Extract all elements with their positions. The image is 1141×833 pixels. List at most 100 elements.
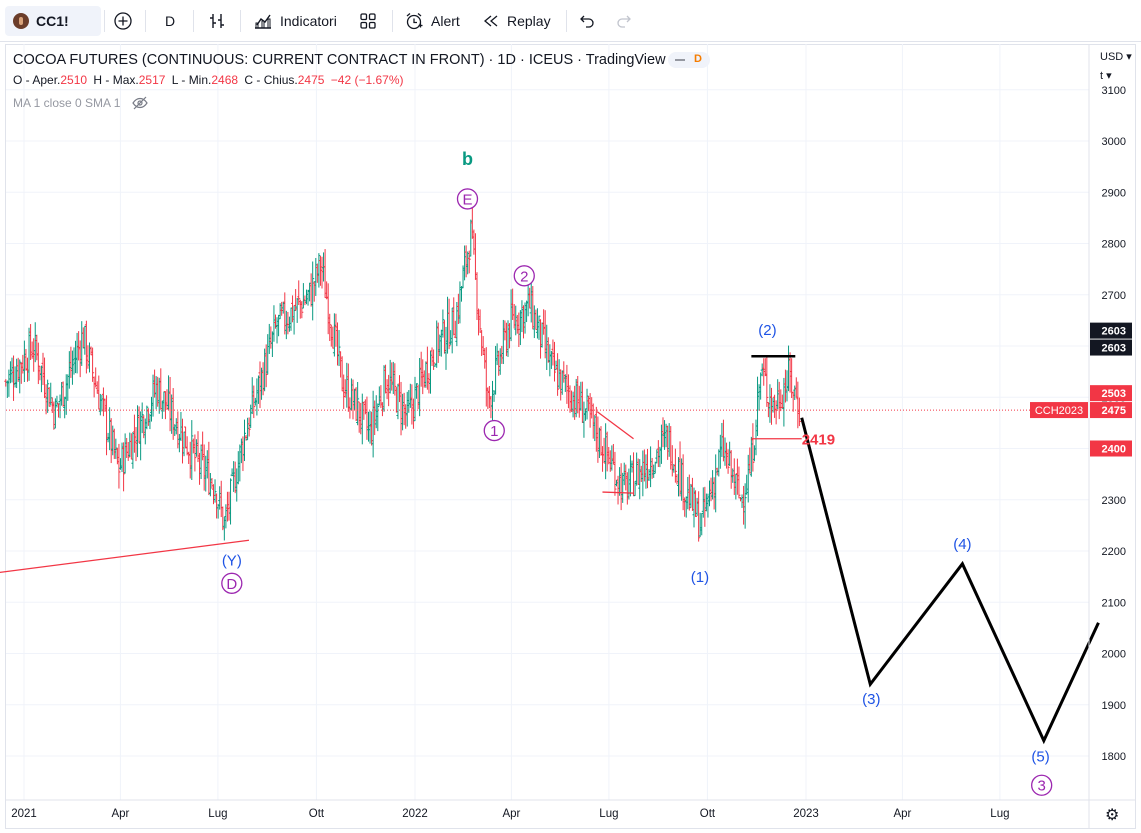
price-badge-text: 2475 <box>1102 405 1126 417</box>
x-tick-label: Ott <box>700 808 716 820</box>
price-bar <box>726 449 730 474</box>
price-bar <box>738 496 742 502</box>
wave-label: (2) <box>758 322 776 339</box>
price-badge-bg <box>1090 385 1132 402</box>
interval-button[interactable]: D <box>160 6 180 36</box>
price-bar <box>552 341 556 382</box>
price-badge: 2603 <box>1090 339 1132 356</box>
drawing-lines <box>0 355 802 574</box>
compare-button[interactable] <box>112 6 134 36</box>
x-tick-label: Ott <box>309 808 325 820</box>
y-tick-label: 2700 <box>1102 290 1126 302</box>
undo-button[interactable] <box>577 6 597 36</box>
toolbar-divider <box>240 10 241 32</box>
x-tick-label: Lug <box>208 808 227 820</box>
undo-icon <box>580 15 594 28</box>
low-label: L - Min. <box>171 73 212 87</box>
price-bar <box>490 380 494 421</box>
price-bar <box>117 443 121 489</box>
price-bar <box>252 385 256 419</box>
wave-label-text: (Y) <box>222 553 242 570</box>
toolbar-divider <box>104 10 105 32</box>
projection-path <box>800 417 1100 745</box>
wave-label-text: 3 <box>1037 778 1045 795</box>
alert-label: Alert <box>431 13 460 29</box>
price-badge-text: 2603 <box>1102 326 1126 338</box>
price-bar <box>441 309 445 338</box>
wave-label: 2 <box>513 265 535 287</box>
price-badge-text: 2503 <box>1102 388 1126 400</box>
redo-button[interactable] <box>614 6 634 36</box>
price-bar <box>190 420 194 480</box>
wave-labels: b E 2 1 (Y) D (1) (2) 2419 (3) (4) (5) 3 <box>221 149 1053 796</box>
wave-label-circle <box>456 188 479 210</box>
price-bar <box>459 286 463 302</box>
price-badge-bg <box>1090 339 1132 356</box>
alarm-clock-icon <box>406 13 423 30</box>
y-tick-label: 1800 <box>1102 751 1126 763</box>
wave-label-text: (4) <box>953 536 971 553</box>
y-tick-label: 2200 <box>1102 546 1126 558</box>
price-badge-bg <box>1090 402 1132 419</box>
wave-label-text: D <box>226 576 237 593</box>
wave-label-text: 2 <box>520 268 528 285</box>
gear-icon[interactable]: ⚙ <box>1105 807 1120 824</box>
x-tick-label: 2023 <box>793 808 819 820</box>
price-bar <box>300 301 304 319</box>
price-bar <box>328 313 332 342</box>
top-toolbar: CC1! D Indicatori Alert Replay <box>0 0 1141 42</box>
rewind-icon <box>483 15 498 27</box>
x-tick-label: Apr <box>111 808 129 820</box>
symbol-label: CC1! <box>36 13 69 29</box>
chart-frame <box>5 44 1136 829</box>
price-bar <box>694 490 698 517</box>
price-bar <box>447 298 451 350</box>
price-bar <box>697 491 701 542</box>
price-bar <box>47 387 51 407</box>
wave-label: (Y) <box>222 553 242 570</box>
title-badge-label: D <box>694 53 702 65</box>
ma-indicator-legend[interactable]: MA 1 close 0 SMA 1 <box>13 96 121 110</box>
price-bar <box>537 315 541 340</box>
alert-button[interactable]: Alert <box>404 6 460 36</box>
layouts-button[interactable] <box>357 6 379 36</box>
y-tick-label: 2300 <box>1102 495 1126 507</box>
toolbar-divider <box>566 10 567 32</box>
open-value: 2510 <box>60 73 88 87</box>
toolbar-divider <box>193 10 194 32</box>
price-bar <box>140 402 144 434</box>
price-badge: 2475 CCH2023 <box>1030 402 1132 419</box>
price-badge-text: 2400 <box>1102 444 1126 456</box>
grid-layer <box>6 44 1089 800</box>
replay-button[interactable]: Replay <box>482 6 551 36</box>
y-tick-label: 1900 <box>1102 700 1126 712</box>
x-tick-label: Apr <box>502 808 520 820</box>
toolbar-divider <box>145 10 146 32</box>
price-bar <box>122 442 126 492</box>
wave-label: 2419 <box>802 431 835 448</box>
ohlc-legend: O - Aper.2510 H - Max.2517 L - Min.2468 … <box>13 73 404 87</box>
wave-label-text: (2) <box>758 322 776 339</box>
indicators-label: Indicatori <box>280 13 337 29</box>
y-tick-label: 3000 <box>1102 136 1126 148</box>
contract-tag-text: CCH2023 <box>1035 405 1083 417</box>
price-bar <box>478 309 482 333</box>
price-bar <box>556 353 560 396</box>
price-bar <box>765 356 769 407</box>
bar-style-button[interactable] <box>205 6 229 36</box>
wave-label-text: E <box>462 191 472 208</box>
currency-selector[interactable]: USD ▾ <box>1100 51 1132 63</box>
x-tick-label: 2022 <box>402 808 428 820</box>
wave-label-circle <box>483 419 505 442</box>
scale-mode-selector[interactable]: t ▾ <box>1100 70 1112 82</box>
interval-label: D <box>164 13 176 29</box>
indicators-button[interactable]: Indicatori <box>253 6 337 36</box>
price-bar <box>193 434 197 472</box>
bars-style-icon <box>210 14 224 28</box>
price-bar <box>415 383 419 399</box>
cocoa-logo-icon <box>13 13 29 29</box>
eye-hidden-icon[interactable] <box>132 96 148 110</box>
symbol-search-button[interactable]: CC1! <box>5 6 101 36</box>
wave-label-text: 1 <box>490 423 498 440</box>
